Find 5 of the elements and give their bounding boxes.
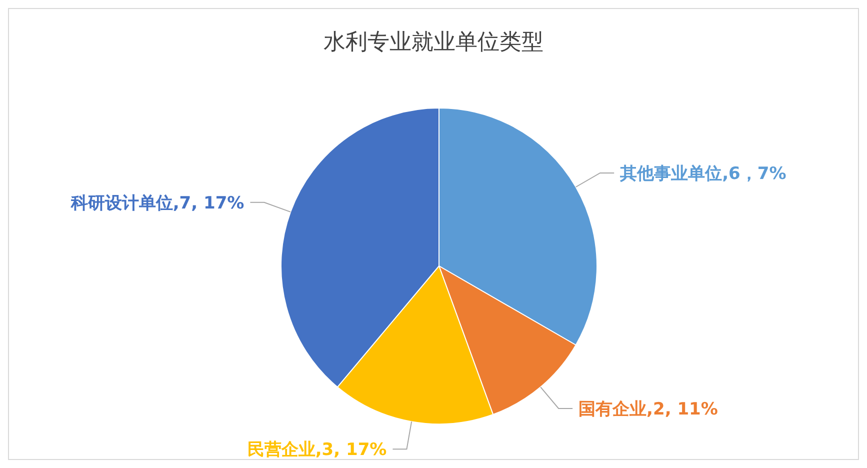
slice-label: 国有企业,2, 11% (578, 399, 718, 420)
slice-label: 民营企业,3, 17% (247, 440, 387, 460)
slice-label: 科研设计单位,7, 17% (70, 193, 244, 214)
chart-title: 水利专业就业单位类型 (322, 29, 544, 57)
slice-label: 其他事业单位,6，7% (619, 164, 786, 184)
